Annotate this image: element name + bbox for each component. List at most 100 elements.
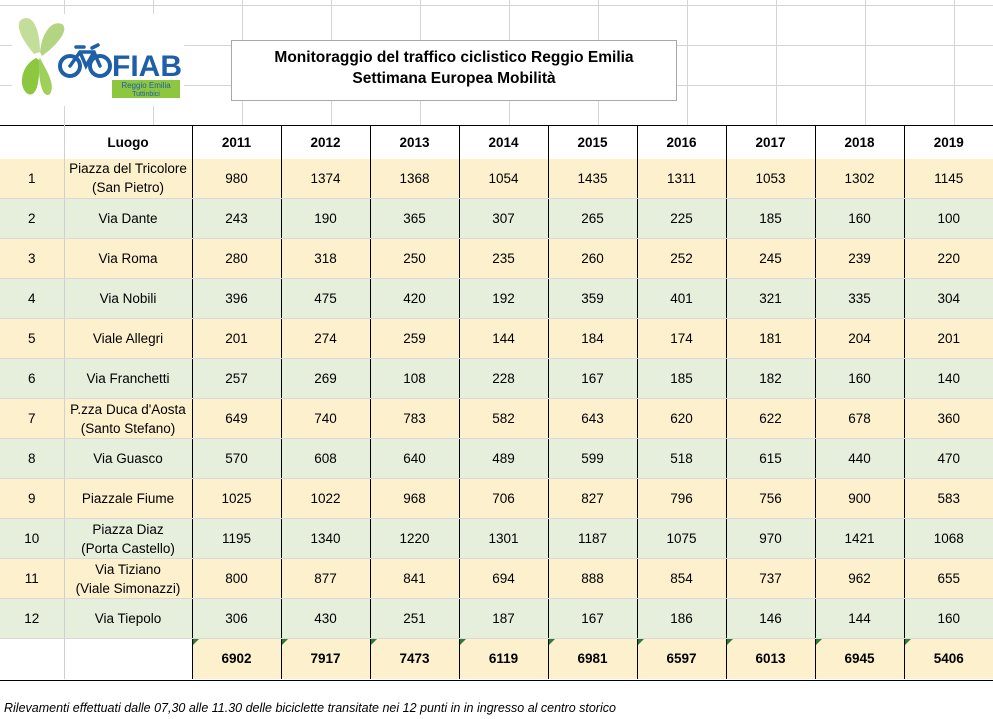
count-cell: 140 [903,358,993,399]
count-cell: 144 [458,318,548,359]
place-name: Piazza del Tricolore (San Pietro) [64,158,192,199]
totals-row: 6902 7917 7473 6119 6981 6597 6013 6945 5406 [0,638,993,679]
count-cell: 251 [369,598,459,639]
row-number: 9 [0,478,65,519]
table-row: 10 Piazza Diaz (Porta Castello) 1195 1340 122… [0,518,993,559]
place-name-line-1: Via Dante [98,211,158,226]
count-cell: 307 [458,198,548,239]
count-cell: 470 [903,438,993,479]
count-cell: 1220 [369,518,459,559]
place-name-line-1: Via Franchetti [86,371,170,386]
count-cell: 649 [191,398,281,439]
count-cell: 796 [636,478,726,519]
count-cell: 706 [458,478,548,519]
count-cell: 260 [547,238,637,279]
count-cell: 1075 [636,518,726,559]
count-cell: 827 [547,478,637,519]
count-cell: 184 [547,318,637,359]
count-cell: 186 [636,598,726,639]
count-cell: 174 [636,318,726,359]
count-cell: 970 [725,518,815,559]
count-cell: 252 [636,238,726,279]
header-blank [0,125,65,159]
count-cell: 655 [903,558,993,599]
count-cell: 1340 [280,518,370,559]
total-cell: 7473 [369,638,459,679]
count-cell: 620 [636,398,726,439]
count-cell: 877 [280,558,370,599]
count-cell: 318 [280,238,370,279]
count-cell: 1374 [280,158,370,199]
total-cell: 6902 [191,638,281,679]
place-name: Via Franchetti [64,358,192,399]
table-row: 2 Via Dante 243 190 365 307 265 225 185 160 100 [0,198,993,239]
place-name-line-1: Via Guasco [93,451,163,466]
count-cell: 570 [191,438,281,479]
count-cell: 608 [280,438,370,479]
total-cell: 5406 [903,638,993,679]
count-cell: 1435 [547,158,637,199]
count-cell: 306 [191,598,281,639]
count-cell: 1301 [458,518,548,559]
row-number: 7 [0,398,65,439]
count-cell: 640 [369,438,459,479]
count-cell: 108 [369,358,459,399]
table-header-row: Luogo 2011 2012 2013 2014 2015 2016 2017 2018 201… [0,125,993,159]
place-name-line-2: (Porta Castello) [81,540,175,556]
table-row: 11 Via Tiziano (Viale Simonazzi) 800 877 841 6… [0,558,993,599]
count-cell: 582 [458,398,548,439]
row-number: 1 [0,158,65,199]
count-cell: 160 [814,198,904,239]
header-year-2019: 2019 [903,125,993,159]
total-cell: 6945 [814,638,904,679]
header-year-2016: 2016 [636,125,726,159]
count-cell: 475 [280,278,370,319]
count-cell: 167 [547,598,637,639]
count-cell: 228 [458,358,548,399]
count-cell: 980 [191,158,281,199]
table-row: 4 Via Nobili 396 475 420 192 359 401 321 335 304 [0,278,993,319]
count-cell: 182 [725,358,815,399]
count-cell: 257 [191,358,281,399]
count-cell: 245 [725,238,815,279]
row-number: 4 [0,278,65,319]
place-name: P.zza Duca d'Aosta (Santo Stefano) [64,398,192,439]
count-cell: 225 [636,198,726,239]
header-year-2014: 2014 [458,125,548,159]
count-cell: 420 [369,278,459,319]
count-cell: 239 [814,238,904,279]
count-cell: 187 [458,598,548,639]
count-cell: 643 [547,398,637,439]
row-number: 2 [0,198,65,239]
fiab-logo-icon: FIAB Reggio Emilia Tuttinbici [18,18,182,98]
place-name-line-1: Viale Allegri [92,331,164,346]
count-cell: 1421 [814,518,904,559]
count-cell: 192 [458,278,548,319]
title-box: Monitoraggio del traffico ciclistico Reg… [231,40,677,101]
count-cell: 359 [547,278,637,319]
place-name-line-2: (Viale Simonazzi) [75,580,181,596]
place-name-line-1: P.zza Duca d'Aosta [70,401,186,417]
count-cell: 220 [903,238,993,279]
place-name: Via Tiziano (Viale Simonazzi) [64,558,192,599]
footer-note: Rilevamenti effettuati dalle 07,30 alle … [4,701,616,715]
count-cell: 694 [458,558,548,599]
count-cell: 160 [814,358,904,399]
totals-blank-1 [0,638,65,679]
table-row: 3 Via Roma 280 318 250 235 260 252 245 239 220 [0,238,993,279]
row-number: 6 [0,358,65,399]
count-cell: 583 [903,478,993,519]
count-cell: 365 [369,198,459,239]
place-name: Via Roma [64,238,192,279]
count-cell: 146 [725,598,815,639]
title-line-1: Monitoraggio del traffico ciclistico Reg… [274,49,634,66]
count-cell: 269 [280,358,370,399]
count-cell: 888 [547,558,637,599]
count-cell: 274 [280,318,370,359]
total-cell: 7917 [280,638,370,679]
count-cell: 280 [191,238,281,279]
header-year-2018: 2018 [814,125,904,159]
count-cell: 968 [369,478,459,519]
count-cell: 401 [636,278,726,319]
row-number: 10 [0,518,65,559]
